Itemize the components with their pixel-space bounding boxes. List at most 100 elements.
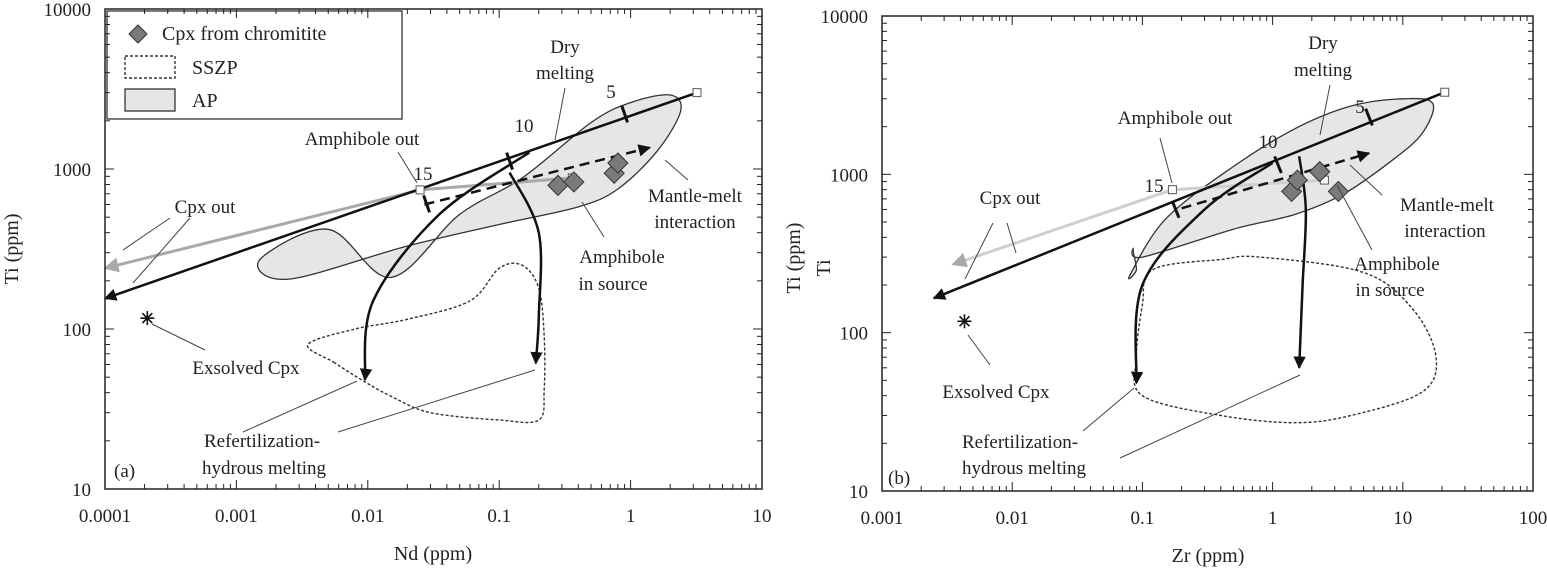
annotation-mantle-melt: Mantle-melt (1400, 195, 1495, 216)
label-5: 5 (1355, 97, 1365, 118)
x-tick-label: 0.0001 (79, 506, 131, 527)
exsolved-cpx-star-b (957, 314, 972, 329)
tick-15-b (1170, 200, 1181, 219)
legend-entry-ap: AP (192, 90, 218, 112)
amphibole-out-box-b (1167, 185, 1177, 195)
leader-lines-a (122, 87, 689, 433)
annotation-hydrous-melting: hydrous melting (962, 458, 1087, 479)
ap-field-a (257, 94, 682, 280)
y-tick-label: 100 (63, 320, 92, 341)
start-box-a (692, 88, 702, 98)
cpx-point (607, 152, 629, 174)
annotation-amphibole-out: Amphibole out (305, 129, 420, 150)
sszp-field-a (306, 262, 546, 424)
legend-sszp-swatch (124, 55, 176, 79)
y-axis-ticks-a (105, 8, 762, 490)
y-axis-label-extra-b: Ti (813, 259, 835, 277)
panel-a: Cpx from chromitite SSZP AP Dry melting … (1, 0, 772, 565)
ap-field-b (1128, 97, 1435, 280)
label-10: 10 (1259, 132, 1278, 153)
y-tick-label: 10000 (821, 7, 869, 28)
legend-a: Cpx from chromitite SSZP AP (106, 10, 403, 120)
annotation-amphibole: Amphibole (579, 247, 665, 268)
x-tick-label: 0.1 (487, 506, 511, 527)
x-axis-label-a: Nd (ppm) (394, 543, 472, 565)
y-tick-label: 1000 (830, 165, 868, 186)
melting-curve-right-a (508, 172, 543, 365)
plot-frame-b (881, 15, 1534, 492)
annotation-interaction: interaction (1404, 221, 1486, 242)
start-box-b (1440, 87, 1450, 97)
annotation-refertilization: Refertilization- (962, 432, 1078, 453)
y-tick-label: 10 (72, 480, 91, 501)
exsolved-cpx-star-a (140, 311, 155, 326)
tick-5-b (1364, 108, 1374, 126)
y-tick-label: 100 (840, 324, 869, 345)
y-axis-ticks-b (882, 15, 1533, 492)
amphibole-out-box-a (415, 185, 425, 195)
annotation-exsolved-cpx: Exsolved Cpx (942, 382, 1050, 403)
y-axis-label-b: Ti (ppm) (783, 223, 805, 294)
x-tick-label: 0.01 (351, 506, 384, 527)
x-axis-ticks-b (881, 16, 1534, 491)
star-stroke (141, 312, 153, 324)
annotation-cpx-out: Cpx out (175, 197, 236, 218)
annotation-exsolved-cpx: Exsolved Cpx (192, 358, 300, 379)
x-axis-ticks-a (104, 9, 763, 489)
annotation-in-source: in source (1355, 280, 1424, 301)
tick-10-b (1273, 155, 1283, 174)
annotation-amphibole: Amphibole (1354, 254, 1440, 275)
label-15: 15 (1145, 176, 1164, 197)
tick-5-a (620, 104, 629, 123)
annotation-hydrous-melting: hydrous melting (202, 458, 327, 479)
tick-10-a (505, 152, 514, 171)
annotation-refertilization: Refertilization- (204, 431, 320, 452)
x-tick-label: 0.1 (1131, 508, 1155, 529)
annotation-melting: melting (1294, 60, 1353, 81)
melting-curve-left-b (1130, 161, 1274, 385)
panel-label-a: (a) (114, 461, 135, 482)
legend-entry-sszp: SSZP (192, 57, 238, 79)
y-tick-label: 1000 (53, 160, 91, 181)
tick-15-a (422, 194, 431, 213)
black-model-line-b (932, 91, 1446, 300)
x-tick-label: 10 (1393, 508, 1412, 529)
label-5: 5 (606, 82, 616, 103)
annotation-interaction: interaction (654, 212, 736, 233)
plot-frame-a (104, 8, 763, 490)
annotation-dry: Dry (1308, 33, 1338, 54)
annotation-in-source: in source (578, 274, 647, 295)
cpx-point (1286, 169, 1309, 191)
annotation-cpx-out: Cpx out (980, 188, 1041, 209)
x-tick-label: 10 (753, 506, 772, 527)
leader-lines-b (964, 84, 1383, 459)
dashed-model-line-b (1181, 150, 1371, 210)
annotation-melting: melting (536, 63, 595, 84)
annotation-amphibole-out: Amphibole out (1118, 108, 1233, 129)
x-axis-label-b: Zr (ppm) (1172, 545, 1245, 567)
x-tick-label: 0.001 (861, 508, 904, 529)
x-tick-label: 0.01 (996, 508, 1029, 529)
y-axis-label-a: Ti (ppm) (1, 214, 23, 285)
y-tick-label: 10 (849, 482, 868, 503)
label-15: 15 (414, 164, 433, 185)
cpx-point (563, 171, 585, 193)
x-tick-label: 100 (1519, 508, 1547, 529)
legend-ap-swatch (124, 88, 176, 112)
panel-label-b: (b) (888, 468, 910, 489)
black-model-line-a (103, 91, 698, 301)
legend-entry-cpx: Cpx from chromitite (162, 23, 327, 45)
label-10: 10 (515, 116, 534, 137)
y-tick-label: 10000 (44, 0, 92, 21)
x-tick-label: 1 (1268, 508, 1278, 529)
x-tick-label: 1 (626, 506, 636, 527)
legend-diamond-marker (128, 24, 148, 44)
annotation-dry: Dry (550, 37, 580, 58)
star-stroke (958, 315, 970, 327)
melting-curve-left-a (359, 151, 531, 382)
annotation-mantle-melt: Mantle-melt (648, 186, 743, 207)
panel-b: Dry melting 5 Amphibole out 10 15 Cpx ou… (783, 7, 1547, 567)
cpx-point (1308, 160, 1331, 183)
x-tick-label: 0.001 (215, 506, 258, 527)
